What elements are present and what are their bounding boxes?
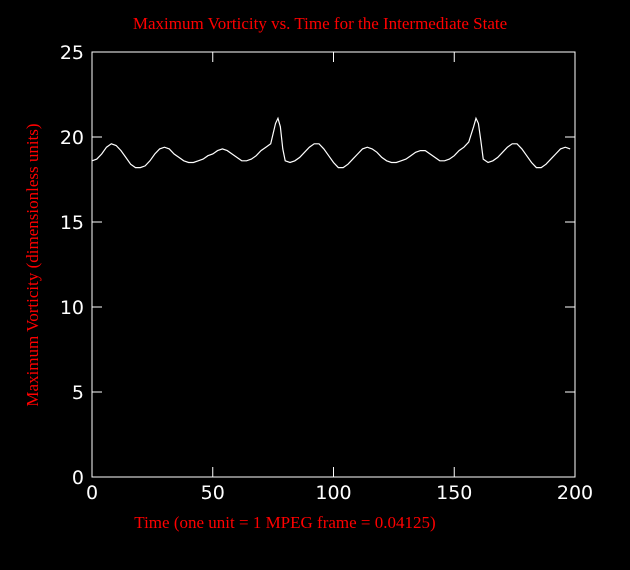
y-tick-label: 10 [60, 297, 84, 319]
chart-title: Maximum Vorticity vs. Time for the Inter… [133, 14, 507, 33]
x-tick-label: 200 [557, 482, 593, 504]
x-tick-label: 0 [86, 482, 98, 504]
x-axis-label: Time (one unit = 1 MPEG frame = 0.04125) [134, 513, 435, 532]
y-tick-label: 0 [72, 467, 84, 489]
x-tick-label: 100 [315, 482, 351, 504]
y-axis-label: Maximum Vorticity (dimensionless units) [23, 123, 42, 406]
y-tick-label: 20 [60, 127, 84, 149]
x-tick-label: 150 [436, 482, 472, 504]
y-tick-label: 5 [72, 382, 84, 404]
y-tick-label: 15 [60, 212, 84, 234]
y-tick-label: 25 [60, 42, 84, 64]
data-line [91, 116, 571, 169]
x-tick-label: 50 [201, 482, 225, 504]
